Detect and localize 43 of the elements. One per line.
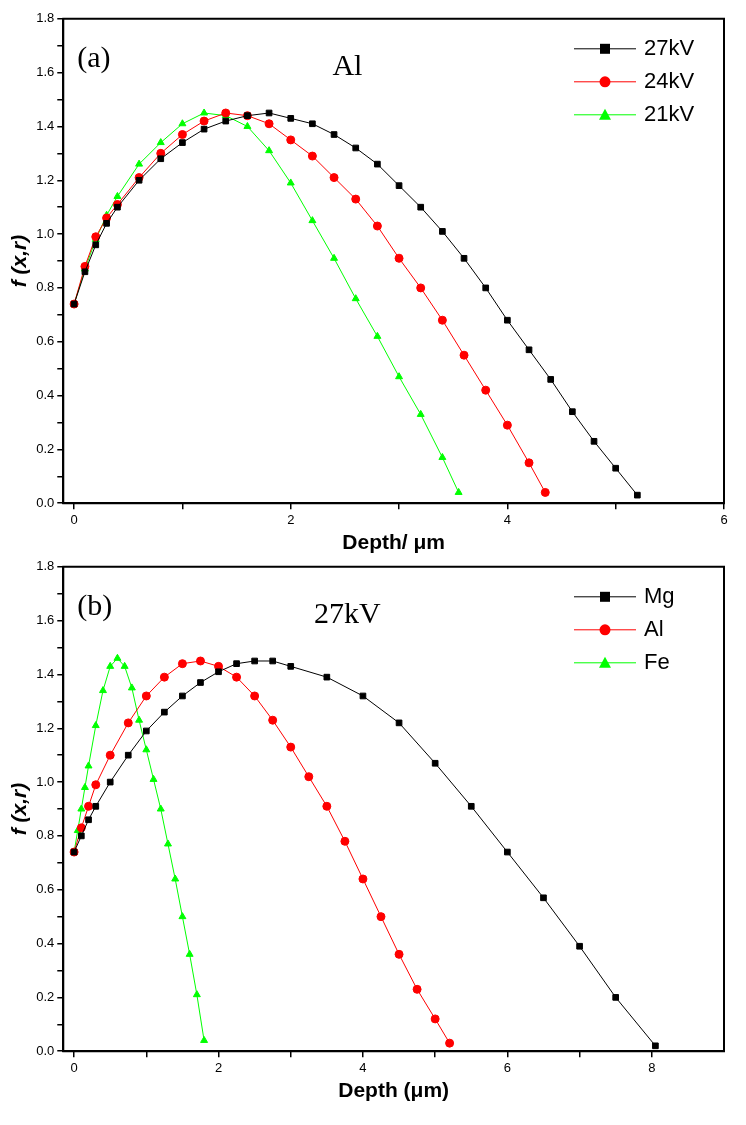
y-tick-label: 0.0 — [36, 1042, 55, 1058]
y-tick-label: 0.4 — [36, 935, 55, 951]
y-tick-label: 1.4 — [36, 666, 55, 682]
y-axis-title: f (x,r) — [7, 782, 31, 836]
x-tick-label: 2 — [287, 511, 295, 527]
legend-label: Mg — [644, 582, 675, 608]
annotation: (b) — [77, 587, 113, 622]
legend-label: Al — [644, 615, 664, 641]
x-axis-title: Depth/ μm — [342, 530, 445, 554]
x-axis-title: Depth (μm) — [338, 1078, 450, 1102]
text: Al — [332, 47, 363, 81]
y-tick-label: 1.8 — [36, 558, 55, 574]
y-tick-label: 1.8 — [36, 10, 55, 26]
y-tick-label: 1.2 — [36, 719, 55, 735]
y-tick-label: 1.4 — [36, 118, 55, 134]
y-tick-label: 0.6 — [36, 881, 55, 897]
y-tick-label: 0.8 — [36, 279, 55, 295]
x-tick-label: 4 — [503, 511, 511, 527]
x-tick-label: 6 — [503, 1059, 511, 1075]
y-axis-title: f (x,r) — [7, 234, 31, 288]
y-tick-label: 1.6 — [36, 64, 55, 80]
annotation: (a) — [77, 39, 111, 74]
x-tick-label: 2 — [214, 1059, 223, 1075]
x-tick-label: 4 — [359, 1059, 367, 1075]
y-tick-label: 1.0 — [36, 225, 55, 241]
y-tick-label: 0.4 — [36, 387, 55, 403]
x-tick-label: 0 — [70, 1059, 78, 1075]
x-tick-label: 6 — [720, 511, 728, 527]
x-tick-label: 8 — [648, 1059, 656, 1075]
x-tick-label: 0 — [70, 511, 78, 527]
y-tick-label: 1.2 — [36, 171, 55, 187]
legend-label: 27kV — [644, 34, 695, 60]
y-tick-label: 1.0 — [36, 773, 55, 789]
legend-label: Fe — [644, 648, 670, 674]
y-tick-label: 1.6 — [36, 612, 55, 628]
y-tick-label: 0.2 — [36, 440, 55, 456]
text: 27kV — [314, 595, 382, 629]
legend-label: 21kV — [644, 100, 695, 126]
y-tick-label: 0.6 — [36, 333, 55, 349]
legend-label: 24kV — [644, 67, 695, 93]
y-tick-label: 0.0 — [36, 494, 55, 510]
y-tick-label: 0.8 — [36, 827, 55, 843]
y-tick-label: 0.2 — [36, 988, 55, 1004]
